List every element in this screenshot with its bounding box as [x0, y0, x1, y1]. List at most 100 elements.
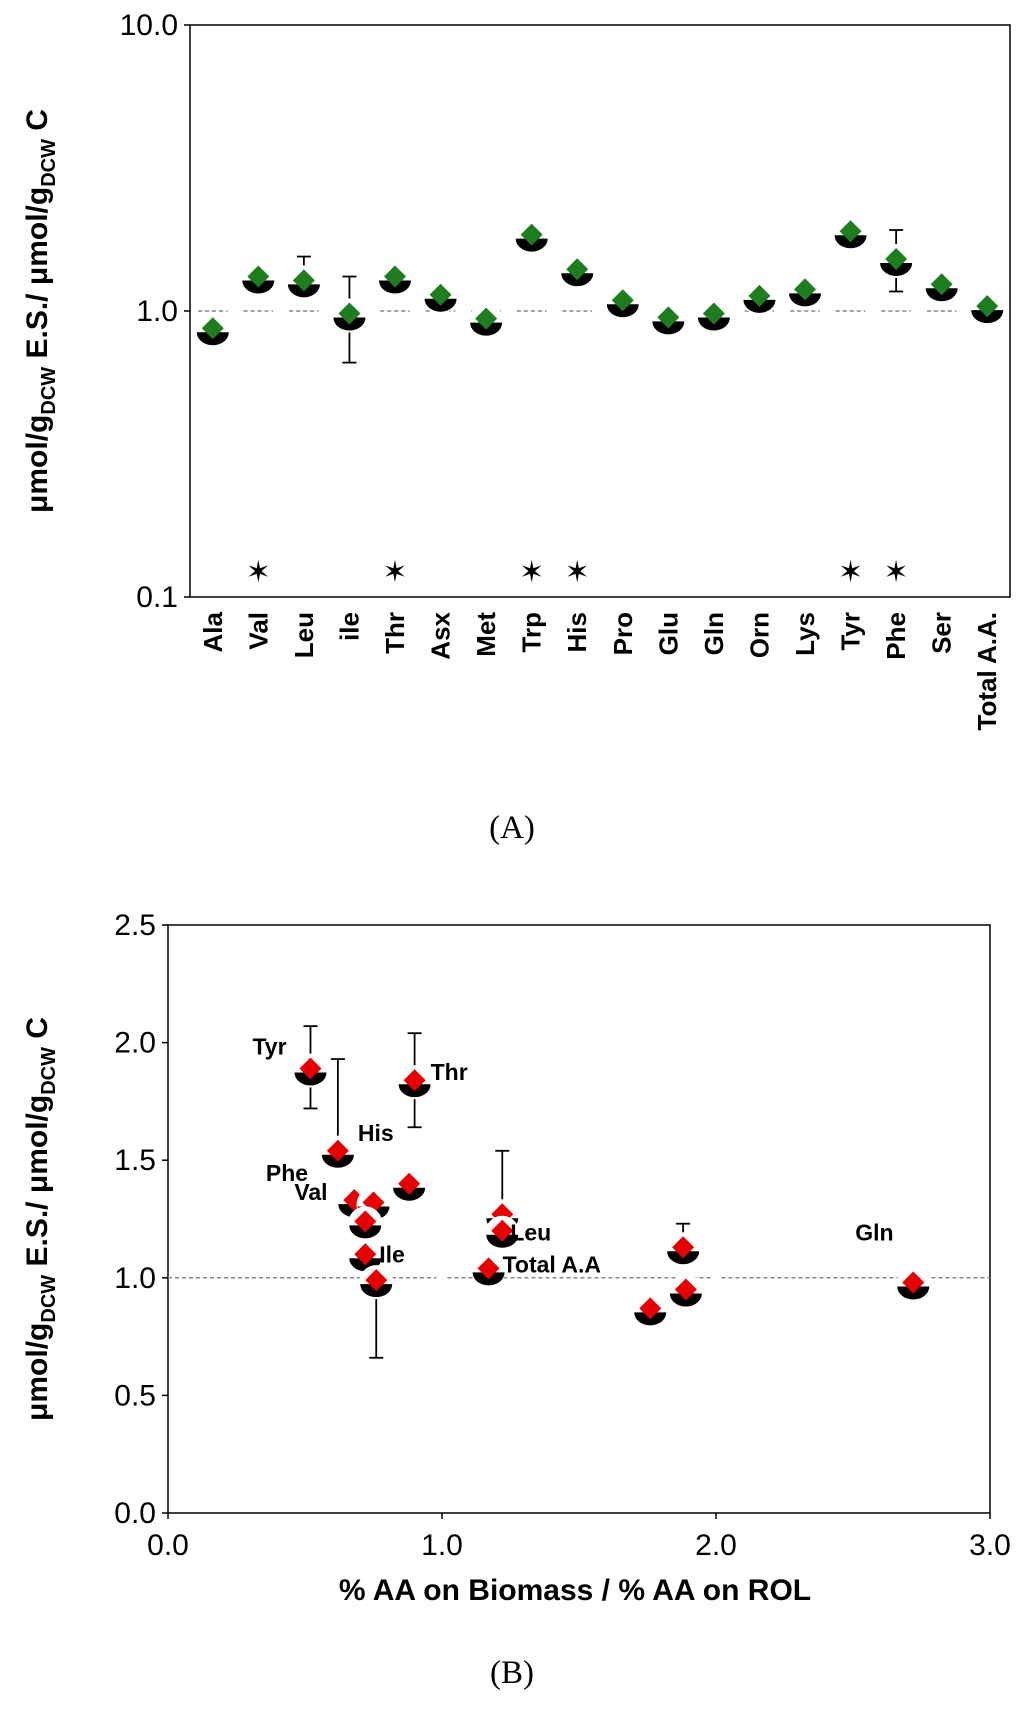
y-axis-title-b: μmol/gDCW E.S./ μmol/gDCW C: [21, 1017, 60, 1421]
marker-diamond: [794, 278, 816, 301]
point-label-thr: Thr: [431, 1059, 468, 1085]
category-label: Asx: [426, 611, 456, 659]
marker-diamond: [639, 1297, 662, 1320]
category-label: Val: [243, 612, 273, 650]
data-point-orn: [742, 280, 777, 315]
marker-diamond: [354, 1243, 377, 1266]
significance-star: ✶: [382, 555, 407, 590]
marker-diamond: [674, 1278, 697, 1301]
x-tick-label: 3.0: [969, 1529, 1011, 1562]
y-tick-label: 1.5: [114, 1144, 156, 1177]
x-tick-label: 1.0: [421, 1529, 463, 1562]
category-label: Glu: [653, 612, 683, 655]
data-points-b: [293, 1053, 931, 1328]
x-axis-title-b: % AA on Biomass / % AA on ROL: [339, 1574, 811, 1607]
marker-diamond: [702, 302, 725, 325]
marker-diamond: [398, 1172, 421, 1195]
y-axis-title-segment: μmol/g: [21, 415, 54, 513]
y-axis-title-subscript: DCW: [38, 367, 60, 415]
data-point-thr: [378, 261, 412, 296]
marker-diamond: [611, 289, 634, 312]
y-tick-label: 0.1: [136, 581, 178, 614]
marker-diamond: [384, 265, 406, 288]
y-axis-title-text: μmol/gDCW E.S./ μmol/gDCW C: [21, 1017, 60, 1421]
marker-diamond: [201, 317, 224, 340]
data-point-totalaa: [970, 291, 1005, 326]
marker-diamond: [247, 265, 270, 288]
data-point: [485, 1215, 520, 1250]
y-axis-title-subscript: DCW: [38, 139, 60, 187]
marker-diamond: [566, 258, 589, 281]
category-label: Phe: [881, 612, 911, 660]
point-label-his: His: [358, 1120, 394, 1146]
point-label-phe: Phe: [266, 1160, 308, 1186]
data-point-met: [469, 303, 504, 338]
point-label-leu: Leu: [510, 1219, 551, 1245]
data-point-lys: [788, 274, 822, 309]
marker-diamond: [657, 306, 680, 329]
category-label: Pro: [608, 612, 638, 655]
category-label: Trp: [517, 612, 547, 652]
marker-diamond: [299, 1057, 322, 1080]
category-label: Ser: [927, 612, 957, 654]
marker-diamond: [292, 269, 315, 292]
significance-star: ✶: [246, 555, 271, 590]
point-label-ile: Ile: [379, 1241, 405, 1267]
data-point-trp: [514, 219, 549, 254]
marker-diamond: [902, 1271, 925, 1294]
marker-diamond: [429, 283, 452, 306]
data-point: [359, 1265, 394, 1300]
significance-star: ✶: [838, 555, 863, 590]
category-label: His: [562, 612, 592, 652]
marker-diamond: [520, 223, 543, 246]
y-axis-title-subscript: DCW: [38, 1275, 60, 1323]
data-point-leu: [286, 265, 321, 300]
data-point-phe: [879, 243, 914, 278]
y-tick-label: 10.0: [120, 9, 178, 42]
category-label: Leu: [289, 612, 319, 658]
y-axis-title-segment: μmol/g: [21, 1323, 54, 1421]
category-label: Lys: [790, 612, 820, 656]
y-axis-title-text: μmol/gDCW E.S./ μmol/gDCW C: [21, 109, 60, 513]
marker-diamond: [326, 1139, 349, 1162]
point-label-gln: Gln: [855, 1220, 893, 1246]
point-labels-b: Tyr Phe His Thr Val Ile Leu Total A.A Gln: [252, 1033, 893, 1277]
y-axis-title-subscript: DCW: [38, 1047, 60, 1095]
category-label: Orn: [744, 612, 774, 658]
marker-diamond: [976, 295, 999, 318]
marker-diamond: [839, 220, 862, 243]
data-point-gln: [696, 298, 731, 333]
category-label: Thr: [380, 612, 410, 654]
x-tick-label: 0.0: [147, 1529, 189, 1562]
y-axis-title-segment: E.S./ μmol/g: [21, 1095, 54, 1275]
y-tick-label: 1.0: [114, 1262, 156, 1295]
marker-diamond: [475, 307, 498, 330]
data-point-tyr: [293, 1053, 328, 1088]
y-tick-label: 2.0: [114, 1027, 156, 1060]
data-point-ile: [332, 298, 367, 333]
y-axis-title-segment: C: [21, 1017, 54, 1047]
data-point-glu: [651, 302, 686, 337]
category-label: Ala: [198, 611, 228, 652]
marker-diamond: [477, 1257, 500, 1280]
category-label: Met: [471, 612, 501, 657]
significance-star: ✶: [884, 555, 909, 590]
plot-frame-b: [167, 924, 991, 1514]
data-point-ser: [924, 269, 959, 304]
category-label: Tyr: [836, 612, 866, 651]
y-tick-label: 0.0: [114, 1497, 156, 1530]
data-point-val: [241, 261, 276, 296]
data-point: [348, 1206, 383, 1241]
data-point-his: [560, 254, 595, 289]
marker-diamond: [365, 1269, 388, 1292]
y-ticks-a: 0.1 1.0 10.0: [120, 9, 190, 614]
marker-diamond: [491, 1219, 514, 1242]
data-point: [668, 1274, 703, 1309]
data-points-a: [195, 216, 1005, 348]
data-point-thr: [397, 1065, 432, 1100]
point-label-totalaa: Total A.A: [503, 1251, 601, 1277]
x-ticks-b: 0.0 1.0 2.0 3.0: [147, 1513, 1011, 1562]
data-point-his: [320, 1135, 355, 1170]
marker-diamond: [354, 1210, 377, 1233]
